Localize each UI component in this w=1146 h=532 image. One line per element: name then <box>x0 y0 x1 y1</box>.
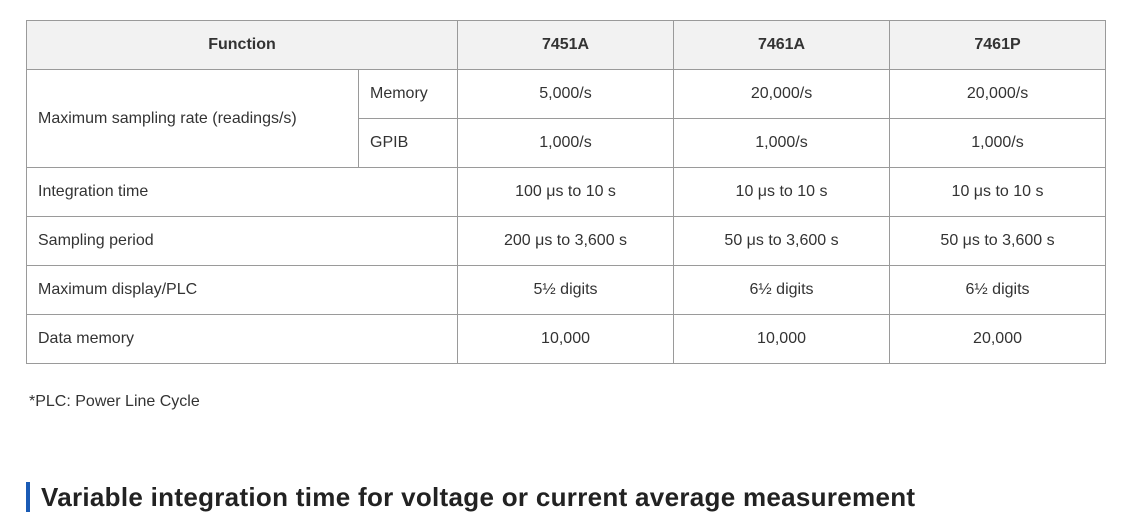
section-heading: Variable integration time for voltage or… <box>26 482 915 512</box>
row-label: Integration time <box>25 167 459 217</box>
spec-table: Function 7451A 7461A 7461P Maximum sampl… <box>25 20 1107 364</box>
cell: 5,000/s <box>457 69 675 119</box>
row: Data memory 10,000 10,000 20,000 <box>25 314 1107 364</box>
row-label: Maximum sampling rate (readings/s) <box>26 69 359 168</box>
sub-label: Memory <box>357 69 459 119</box>
cell: 100 μs to 10 s <box>457 167 675 217</box>
row: Sampling period 200 μs to 3,600 s 50 μs to… <box>25 216 1107 266</box>
cell: 6½ digits <box>673 265 891 315</box>
cell: 20,000 <box>889 314 1107 364</box>
cell: 10,000 <box>457 314 675 364</box>
header-row: Function 7451A 7461A 7461P <box>25 20 1107 70</box>
row-label: Data memory <box>25 314 459 364</box>
header-cell: 7461A <box>673 20 891 70</box>
row: GPIB 1,000/s 1,000/s 1,000/s <box>27 118 1107 168</box>
header-cell: 7451A <box>457 20 675 70</box>
cell: 1,000/s <box>457 118 675 168</box>
cell: 1,000/s <box>673 118 891 168</box>
header-cell: 7461P <box>889 20 1107 70</box>
cell: 200 μs to 3,600 s <box>457 216 675 266</box>
cell: 10,000 <box>673 314 891 364</box>
footnote: *PLC: Power Line Cycle <box>29 393 200 410</box>
row-label: Maximum display/PLC <box>25 265 459 315</box>
cell: 10 μs to 10 s <box>889 167 1107 217</box>
sub-label: GPIB <box>357 118 459 168</box>
row: Maximum sampling rate (readings/s) Memor… <box>26 69 1107 168</box>
rows: Integration time 100 μs to 10 s 10 μs to 1… <box>25 167 1107 364</box>
row: Integration time 100 μs to 10 s 10 μs to 1… <box>25 167 1107 217</box>
cell: 1,000/s <box>889 118 1107 168</box>
header-cell: Function <box>25 20 459 70</box>
cell: 20,000/s <box>673 69 891 119</box>
cell: 50 μs to 3,600 s <box>889 216 1107 266</box>
row-label: Sampling period <box>25 216 459 266</box>
row: Maximum display/PLC 5½ digits 6½ digits 6½ … <box>25 265 1107 315</box>
cell: 10 μs to 10 s <box>673 167 891 217</box>
cell: 50 μs to 3,600 s <box>673 216 891 266</box>
cell: 20,000/s <box>889 69 1107 119</box>
cell: 6½ digits <box>889 265 1107 315</box>
cell: 5½ digits <box>457 265 675 315</box>
